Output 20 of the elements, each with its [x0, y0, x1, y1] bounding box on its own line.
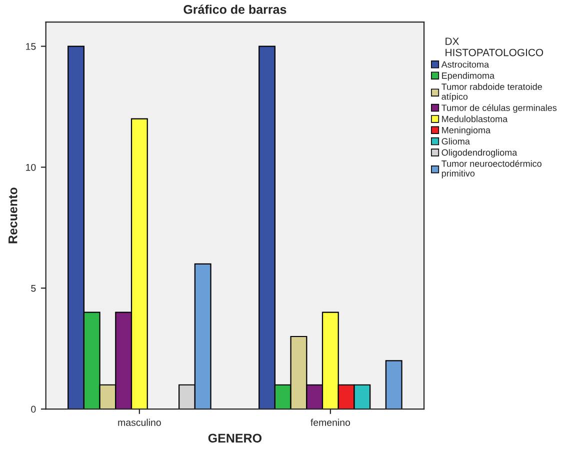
legend-title: DX HISTOPATOLOGICO — [446, 38, 544, 56]
legend-label: Ependimoma — [442, 72, 495, 81]
legend-label: Meningioma — [442, 126, 491, 136]
x-tick-label: femenino — [310, 418, 350, 426]
legend-label: Tumor neuroectodérmico primitivo — [442, 160, 542, 178]
legend-label: Tumor de células germinales — [442, 104, 557, 113]
x-axis-title: GENERO — [208, 434, 262, 443]
legend-label: Glioma — [442, 138, 470, 145]
legend-label: Oligodendroglioma — [442, 149, 518, 158]
y-tick-label: 5 — [31, 284, 36, 292]
legend-label: Meduloblastoma — [442, 116, 508, 122]
y-tick-label: 10 — [26, 164, 36, 171]
chart-title: Gráfico de barras — [184, 4, 286, 14]
y-tick-label: 15 — [26, 43, 36, 50]
y-axis-title: Recuento — [8, 188, 18, 244]
y-tick-label: 0 — [31, 406, 36, 413]
bar — [385, 360, 402, 410]
legend-label: Astrocitoma — [441, 61, 490, 68]
x-tick-label: masculino — [118, 418, 161, 426]
legend-label: Tumor rabdoide teratoide atípico — [442, 83, 542, 102]
